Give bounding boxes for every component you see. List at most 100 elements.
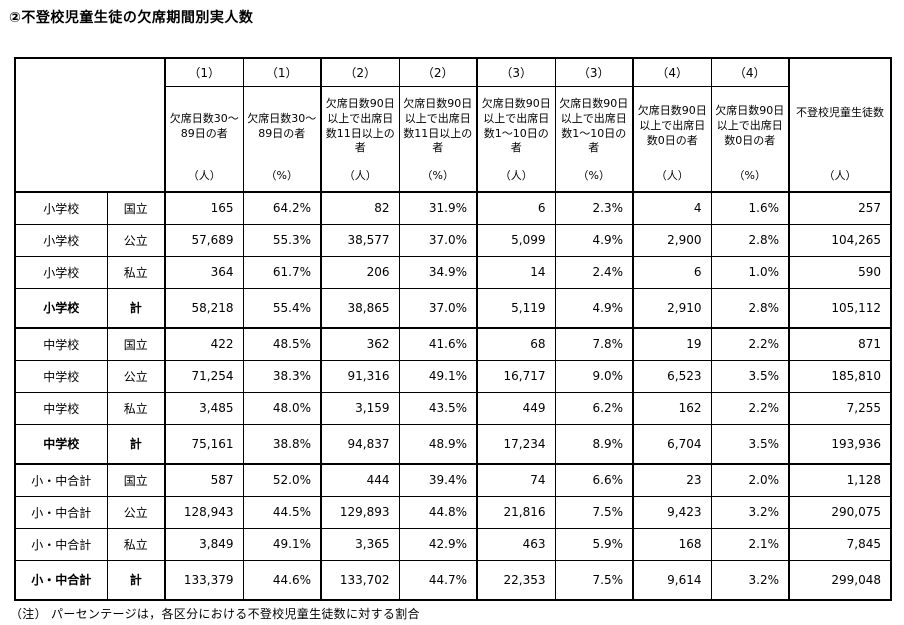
establishment-type-cell: 私立	[106, 255, 166, 289]
value-cell: 3,365	[320, 527, 400, 561]
school-cell: 小・中合計	[14, 559, 108, 601]
value-cell: 104,265	[788, 223, 892, 257]
value-cell: 4.9%	[554, 287, 634, 329]
establishment-type-cell: 公立	[106, 495, 166, 529]
value-cell: 82	[320, 191, 400, 225]
value-cell: 43.5%	[398, 391, 478, 425]
table-row: 中学校計 75,161 38.8% 94,837 48.9% 17,234 8.9% 6,70…	[14, 423, 892, 465]
value-cell: 6,523	[632, 359, 712, 393]
value-cell: 128,943	[164, 495, 244, 529]
column-unit: （%）	[421, 168, 454, 182]
value-cell: 7,255	[788, 391, 892, 425]
value-cell: 2.3%	[554, 191, 634, 225]
school-cell: 中学校	[14, 359, 108, 393]
value-cell: 133,702	[320, 559, 400, 601]
header-description-row: 欠席日数30～89日の者 （人） 欠席日数30～89日の者 （%） 欠席日数90…	[15, 85, 891, 193]
value-cell: 75,161	[164, 423, 244, 465]
column-description: 欠席日数90日以上で出席日数11日以上の者	[325, 96, 395, 155]
value-cell: 21,816	[476, 495, 556, 529]
value-cell: 9,423	[632, 495, 712, 529]
value-cell: 7.5%	[554, 495, 634, 529]
value-cell: 38.8%	[242, 423, 322, 465]
value-cell: 49.1%	[242, 527, 322, 561]
value-cell: 193,936	[788, 423, 892, 465]
value-cell: 463	[476, 527, 556, 561]
value-cell: 133,379	[164, 559, 244, 601]
value-cell: 422	[164, 327, 244, 361]
value-cell: 8.9%	[554, 423, 634, 465]
value-cell: 5,099	[476, 223, 556, 257]
col-number-2p: （2）	[398, 57, 478, 87]
col-header-3p: 欠席日数90日以上で出席日数1～10日の者 （%）	[554, 85, 634, 193]
col-header-1p: 欠席日数30～89日の者 （%）	[242, 85, 322, 193]
establishment-type-cell: 公立	[106, 359, 166, 393]
value-cell: 3.2%	[710, 559, 790, 601]
value-cell: 42.9%	[398, 527, 478, 561]
value-cell: 6.2%	[554, 391, 634, 425]
column-unit: （%）	[577, 168, 610, 182]
value-cell: 299,048	[788, 559, 892, 601]
value-cell: 44.5%	[242, 495, 322, 529]
column-description: 欠席日数30～89日の者	[169, 111, 239, 140]
table-row: 小学校 公立 57,689 55.3% 38,577 37.0% 5,099 4.9% 2,90…	[14, 223, 892, 257]
table-row: 小学校 国立 165 64.2% 82 31.9% 6 2.3% 4 1.6% 257	[14, 191, 892, 225]
establishment-type-cell: 私立	[106, 391, 166, 425]
column-description: 欠席日数90日以上で出席日数0日の者	[715, 104, 785, 148]
establishment-type-cell: 国立	[106, 463, 166, 497]
table-row: 小・中合計 公立 128,943 44.5% 129,893 44.8% 21,816 7.5…	[14, 495, 892, 529]
column-description: 欠席日数90日以上で出席日数0日の者	[637, 104, 707, 148]
value-cell: 17,234	[476, 423, 556, 465]
value-cell: 31.9%	[398, 191, 478, 225]
value-cell: 7.5%	[554, 559, 634, 601]
value-cell: 6	[476, 191, 556, 225]
value-cell: 55.4%	[242, 287, 322, 329]
value-cell: 48.5%	[242, 327, 322, 361]
column-description: 欠席日数90日以上で出席日数11日以上の者	[403, 96, 473, 155]
value-cell: 185,810	[788, 359, 892, 393]
value-cell: 16,717	[476, 359, 556, 393]
value-cell: 48.0%	[242, 391, 322, 425]
value-cell: 2.1%	[710, 527, 790, 561]
total-column-header: 不登校児童生徒数 （人）	[788, 57, 892, 193]
value-cell: 9,614	[632, 559, 712, 601]
table-row: 小・中合計 私立 3,849 49.1% 3,365 42.9% 463 5.9% 168 2.1…	[14, 527, 892, 561]
column-description: 欠席日数90日以上で出席日数1～10日の者	[559, 96, 629, 155]
school-cell: 小・中合計	[14, 495, 108, 529]
value-cell: 290,075	[788, 495, 892, 529]
value-cell: 74	[476, 463, 556, 497]
table-row: 中学校 私立 3,485 48.0% 3,159 43.5% 449 6.2% 162 2.2% 7…	[14, 391, 892, 425]
table-row: 中学校 国立 422 48.5% 362 41.6% 68 7.8% 19 2.2% 871	[14, 327, 892, 361]
value-cell: 168	[632, 527, 712, 561]
value-cell: 105,112	[788, 287, 892, 329]
total-column-description: 不登校児童生徒数	[796, 105, 884, 119]
value-cell: 129,893	[320, 495, 400, 529]
total-column-unit: （人）	[823, 169, 857, 182]
value-cell: 57,689	[164, 223, 244, 257]
column-unit: （%）	[733, 168, 766, 182]
col-header-2p: 欠席日数90日以上で出席日数11日以上の者 （%）	[398, 85, 478, 193]
value-cell: 23	[632, 463, 712, 497]
school-cell: 小学校	[14, 223, 108, 257]
value-cell: 3,485	[164, 391, 244, 425]
col-number-3p: （3）	[554, 57, 634, 87]
value-cell: 5.9%	[554, 527, 634, 561]
value-cell: 44.8%	[398, 495, 478, 529]
value-cell: 34.9%	[398, 255, 478, 289]
value-cell: 1.6%	[710, 191, 790, 225]
school-cell: 小・中合計	[14, 463, 108, 497]
value-cell: 3.5%	[710, 423, 790, 465]
value-cell: 2,910	[632, 287, 712, 329]
value-cell: 22,353	[476, 559, 556, 601]
value-cell: 44.6%	[242, 559, 322, 601]
value-cell: 206	[320, 255, 400, 289]
column-unit: （%）	[265, 168, 298, 182]
value-cell: 2.2%	[710, 327, 790, 361]
value-cell: 64.2%	[242, 191, 322, 225]
value-cell: 37.0%	[398, 223, 478, 257]
value-cell: 19	[632, 327, 712, 361]
col-header-4n: 欠席日数90日以上で出席日数0日の者 （人）	[632, 85, 712, 193]
col-number-4n: （4）	[632, 57, 712, 87]
value-cell: 6.6%	[554, 463, 634, 497]
establishment-type-cell: 国立	[106, 191, 166, 225]
